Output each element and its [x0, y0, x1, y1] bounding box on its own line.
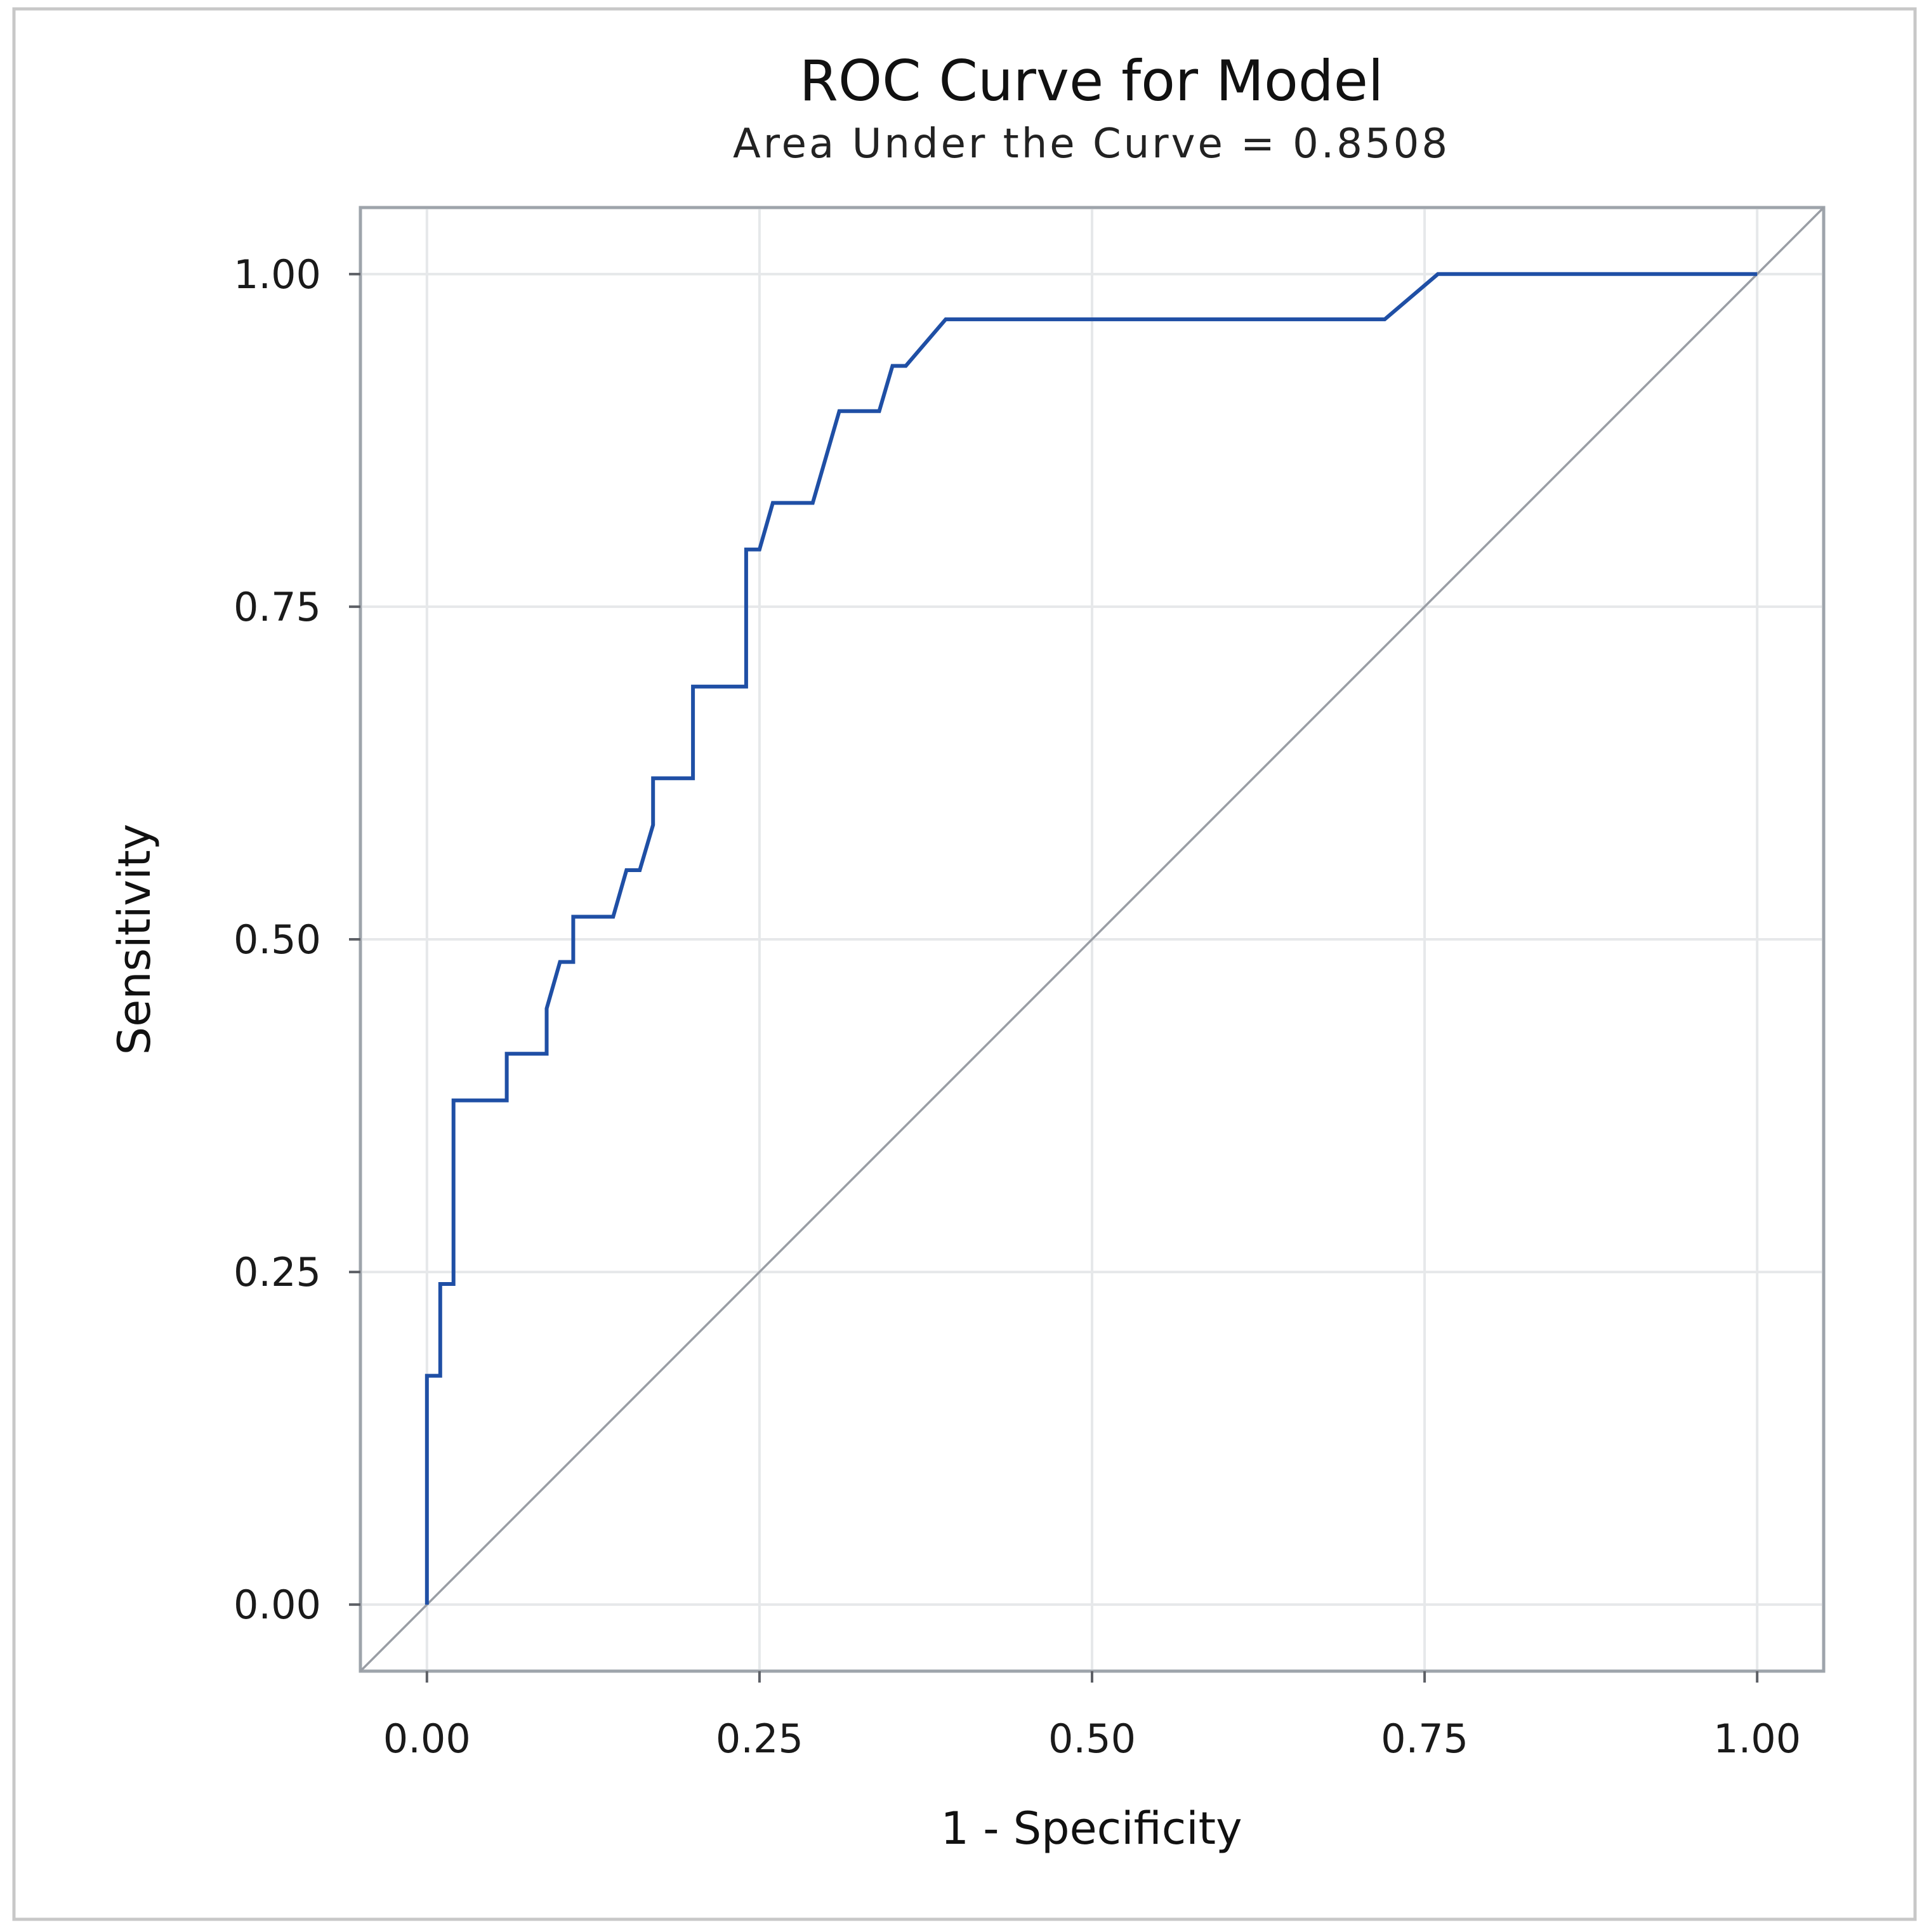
y-tick-label: 0.75	[234, 584, 321, 630]
x-tick-label: 0.50	[1048, 1716, 1136, 1762]
x-tick-label: 0.25	[716, 1716, 803, 1762]
chart-subtitle: Area Under the Curve = 0.8508	[733, 121, 1450, 168]
y-tick-label: 1.00	[234, 251, 321, 298]
x-tick-label: 0.00	[383, 1716, 471, 1762]
x-tick-label: 1.00	[1713, 1716, 1801, 1762]
y-axis-label: Sensitivity	[109, 824, 161, 1055]
y-tick-label: 0.25	[234, 1249, 321, 1295]
reference-layer	[359, 206, 1825, 1672]
reference-diagonal-line	[359, 206, 1825, 1672]
chart-title: ROC Curve for Model	[800, 48, 1384, 114]
roc-curve-line	[425, 272, 1758, 1605]
roc-layer	[425, 272, 1758, 1605]
y-tick-label: 0.00	[234, 1582, 321, 1628]
x-tick-label: 0.75	[1381, 1716, 1468, 1762]
x-axis-label: 1 - Specificity	[940, 1803, 1242, 1855]
y-tick-label: 0.50	[234, 916, 321, 963]
ticks: 0.00 0.25 0.50 0.75 1.00 0.00 0.25 0.50 0.75 1.00	[234, 251, 1801, 1762]
